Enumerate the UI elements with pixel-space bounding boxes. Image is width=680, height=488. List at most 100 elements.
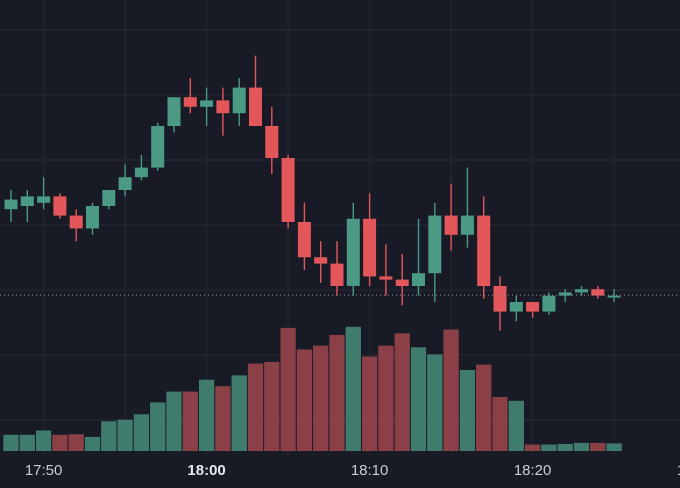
volume-bars [3, 326, 622, 451]
candle[interactable] [151, 122, 165, 171]
volume-bar [573, 442, 590, 451]
volume-bar [508, 400, 524, 451]
candle-body [330, 263, 344, 286]
volume-bar [394, 333, 410, 451]
candle[interactable] [20, 190, 34, 222]
candle-body [542, 295, 556, 312]
candle[interactable] [216, 87, 230, 136]
candle[interactable] [509, 295, 523, 322]
candle[interactable] [412, 218, 425, 296]
candle-body [412, 273, 425, 286]
candle[interactable] [86, 202, 99, 235]
volume-bar [231, 375, 247, 451]
candle[interactable] [53, 193, 67, 219]
candle[interactable] [200, 87, 214, 126]
candle[interactable] [607, 289, 621, 302]
x-tick-label: 18:10 [351, 462, 389, 479]
volume-bar [410, 347, 427, 451]
candle[interactable] [558, 289, 572, 302]
x-axis: 17:50 18:00 18:10 18:20 18:30 [25, 462, 680, 479]
candle-body [167, 97, 181, 126]
candle-body [134, 167, 148, 178]
candle-body [314, 257, 328, 264]
candle[interactable] [37, 177, 51, 210]
candle[interactable] [314, 241, 328, 283]
volume-bar [101, 421, 117, 451]
x-tick-label: 18:30 [677, 462, 680, 479]
candle[interactable] [69, 209, 83, 242]
candle-body [37, 196, 51, 203]
candle[interactable] [428, 202, 442, 302]
candle-body [151, 126, 165, 168]
candle[interactable] [526, 302, 540, 318]
candle[interactable] [346, 202, 360, 296]
candle-body [86, 206, 99, 229]
candle-body [591, 289, 605, 296]
volume-bar [557, 443, 573, 451]
candle[interactable] [232, 78, 246, 126]
candle[interactable] [297, 202, 311, 270]
volume-bar [35, 430, 52, 451]
volume-bar [492, 397, 508, 451]
candle-body [102, 190, 116, 206]
candle-body [607, 295, 621, 298]
volume-bar [215, 386, 231, 451]
candle[interactable] [379, 244, 393, 296]
volume-bar [150, 402, 166, 451]
x-tick-label: 17:50 [25, 462, 63, 479]
volume-bar [378, 345, 394, 451]
candle[interactable] [363, 193, 377, 286]
candle-body [363, 218, 377, 277]
candle-body [183, 97, 197, 107]
volume-bar [296, 349, 313, 451]
candle-body [297, 222, 311, 258]
candle-body [575, 289, 588, 293]
candle[interactable] [281, 154, 295, 229]
volume-bar [590, 442, 606, 451]
volume-bar [133, 414, 150, 451]
candle-body [69, 215, 83, 229]
candle-body [379, 276, 393, 280]
candle-body [249, 87, 262, 126]
volume-bar [3, 434, 19, 451]
candle-body [526, 302, 540, 312]
candle[interactable] [167, 97, 181, 133]
candle-body [477, 215, 491, 286]
candle[interactable] [591, 286, 605, 299]
volume-bar [329, 334, 345, 451]
candle-body [53, 196, 67, 216]
volume-bar [280, 327, 296, 451]
candle-body [509, 302, 523, 312]
candle[interactable] [460, 167, 474, 248]
volume-bar [606, 443, 622, 451]
candle[interactable] [477, 196, 491, 299]
candle[interactable] [134, 154, 148, 181]
x-tick-label: 18:00 [187, 462, 225, 479]
candle[interactable] [330, 241, 344, 296]
volume-bar [443, 329, 459, 451]
candle-body [4, 199, 18, 210]
candle-body [281, 158, 295, 222]
volume-bar [541, 444, 557, 451]
volume-bar [198, 379, 215, 451]
candle-body [493, 286, 507, 312]
x-tick-label: 18:20 [514, 462, 552, 479]
volume-bar [117, 419, 133, 451]
candle[interactable] [4, 190, 18, 222]
candle[interactable] [395, 254, 409, 306]
price-candles [4, 55, 621, 331]
candle[interactable] [183, 78, 197, 114]
volume-bar [19, 434, 35, 451]
candle[interactable] [493, 276, 507, 331]
candle[interactable] [118, 164, 132, 197]
candle-body [20, 196, 34, 206]
candle[interactable] [102, 190, 116, 210]
candle[interactable] [575, 286, 588, 296]
candle-body [118, 177, 132, 190]
candle[interactable] [444, 183, 458, 251]
candle[interactable] [542, 292, 556, 315]
candle[interactable] [249, 55, 262, 126]
candle[interactable] [265, 106, 279, 174]
